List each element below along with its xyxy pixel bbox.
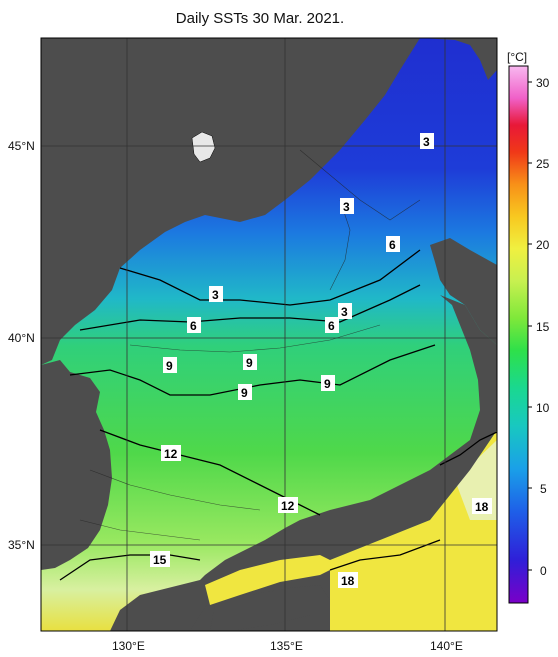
isotherm-label: 3	[420, 133, 434, 149]
svg-text:12: 12	[164, 447, 178, 461]
colorbar-ticks	[528, 81, 532, 571]
isotherm-label: 12	[161, 445, 181, 461]
lat-label-45: 45°N	[8, 139, 35, 153]
svg-text:3: 3	[343, 200, 350, 214]
seto-sea	[205, 555, 340, 605]
svg-text:6: 6	[190, 319, 197, 333]
svg-text:9: 9	[241, 386, 248, 400]
colorbar-tick-label: 10	[536, 401, 550, 415]
isotherm-lines	[59, 249, 497, 581]
svg-text:9: 9	[246, 356, 253, 370]
korea-land	[41, 360, 112, 570]
svg-text:6: 6	[328, 319, 335, 333]
continent-land	[41, 38, 420, 365]
isotherm-label: 6	[386, 236, 400, 252]
lon-label-130: 130°E	[112, 639, 145, 653]
lat-label-40: 40°N	[8, 331, 35, 345]
colorbar-tick-label: 30	[536, 76, 550, 90]
colorbar	[508, 65, 529, 604]
lat-label-35: 35°N	[8, 538, 35, 552]
isotherm-label: 18	[338, 572, 358, 588]
colorbar-tick-label: 25	[536, 157, 550, 171]
pacific-warm-water	[330, 430, 497, 631]
isotherm-label: 3	[209, 286, 223, 302]
lon-label-140: 140°E	[430, 639, 463, 653]
isotherm-label: 9	[243, 354, 257, 370]
isotherm-thin-lines	[79, 149, 421, 541]
isotherm-label: 12	[278, 497, 298, 513]
shikoku-land	[210, 585, 330, 631]
colorbar-tick-label: 20	[536, 238, 550, 252]
svg-text:3: 3	[212, 288, 219, 302]
isotherm-label: 18	[472, 498, 492, 514]
sakhalin-land	[420, 38, 497, 80]
map-frame	[40, 37, 498, 632]
svg-text:15: 15	[153, 553, 167, 567]
svg-text:6: 6	[389, 238, 396, 252]
colorbar-tick-label: 5	[540, 482, 547, 496]
svg-text:9: 9	[166, 359, 173, 373]
page-title: Daily SSTs 30 Mar. 2021.	[175, 10, 345, 27]
isotherm-labels: 3 3 6 3 3 6 6 9 9 9 9 12 12 15 18 18	[150, 133, 492, 588]
colorbar-unit: [°C]	[507, 50, 527, 64]
hokkaido-land	[430, 238, 497, 345]
colorbar-tick-label: 15	[536, 320, 550, 334]
colorbar-tick-label: 0	[540, 564, 547, 578]
lake-khanka	[191, 131, 216, 163]
svg-text:3: 3	[341, 305, 348, 319]
isotherm-label: 6	[325, 317, 339, 333]
svg-text:12: 12	[281, 499, 295, 513]
svg-text:18: 18	[341, 574, 355, 588]
svg-text:9: 9	[324, 377, 331, 391]
isotherm-label: 3	[338, 303, 352, 319]
isotherm-label: 15	[150, 551, 170, 567]
svg-text:3: 3	[423, 135, 430, 149]
isotherm-label: 9	[163, 357, 177, 373]
lon-label-135: 135°E	[270, 639, 303, 653]
isotherm-label: 6	[187, 317, 201, 333]
svg-text:18: 18	[475, 500, 489, 514]
isotherm-label: 9	[238, 384, 252, 400]
kyushu-land	[110, 580, 215, 631]
isotherm-label: 3	[340, 198, 354, 214]
isotherm-label: 9	[321, 375, 335, 391]
